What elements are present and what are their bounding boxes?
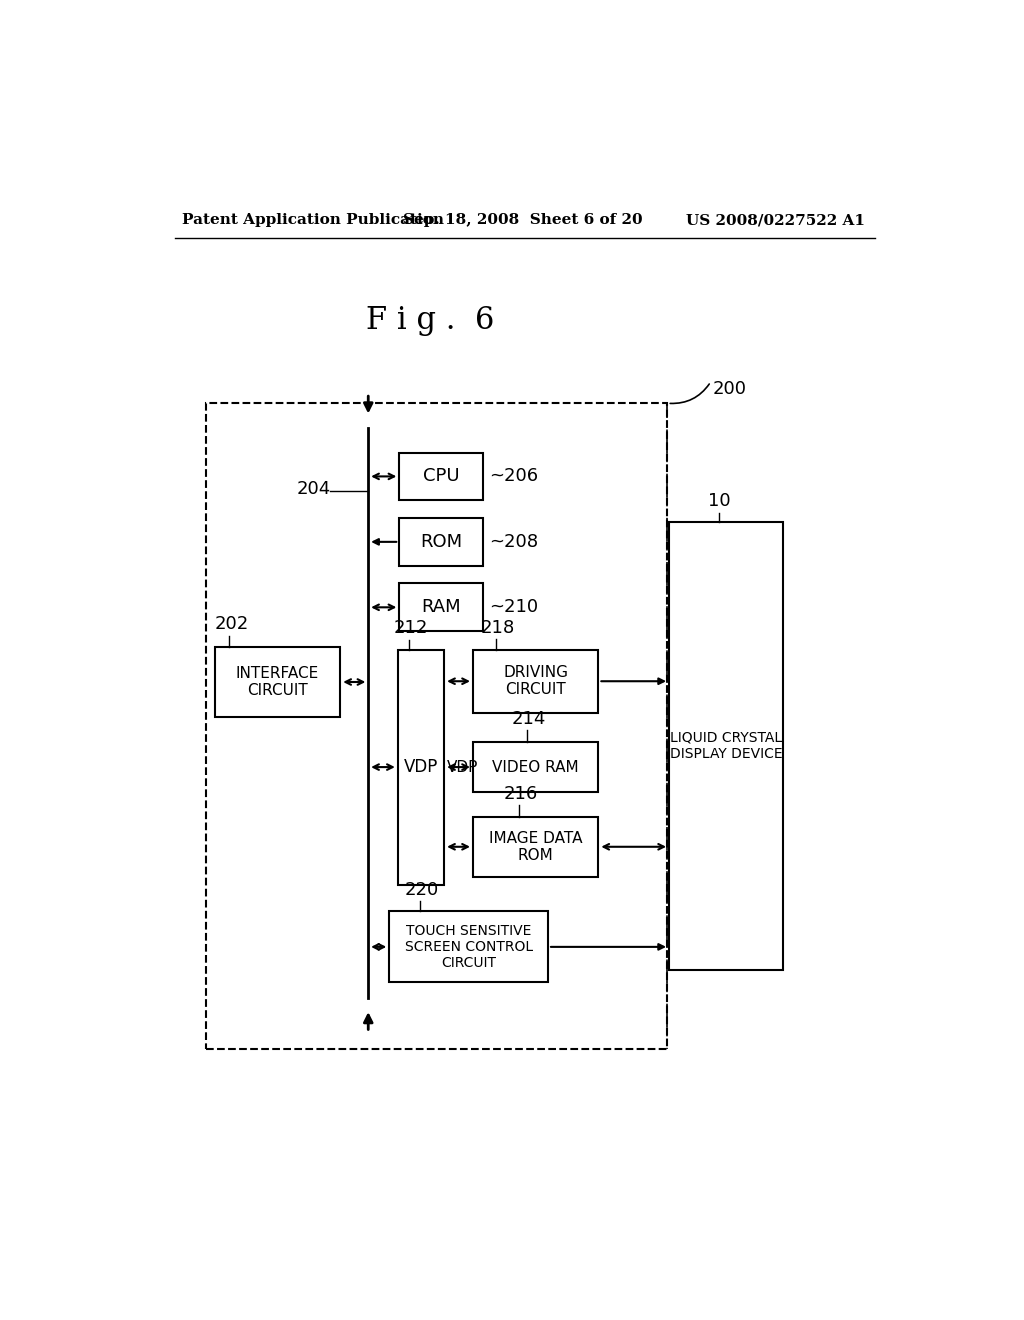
Text: DRIVING
CIRCUIT: DRIVING CIRCUIT <box>503 665 568 697</box>
Text: Sep. 18, 2008  Sheet 6 of 20: Sep. 18, 2008 Sheet 6 of 20 <box>403 213 643 227</box>
Text: 202: 202 <box>215 615 249 634</box>
Text: 212: 212 <box>394 619 428 638</box>
Text: RAM: RAM <box>421 598 461 616</box>
Text: CPU: CPU <box>423 467 460 486</box>
Text: 214: 214 <box>512 710 546 727</box>
Text: LIQUID CRYSTAL
DISPLAY DEVICE: LIQUID CRYSTAL DISPLAY DEVICE <box>670 731 782 762</box>
Text: VDP: VDP <box>446 759 478 775</box>
Text: ~210: ~210 <box>489 598 539 616</box>
Text: 204: 204 <box>297 480 331 499</box>
Text: ROM: ROM <box>420 533 462 550</box>
Bar <box>473 817 598 876</box>
Text: F i g .  6: F i g . 6 <box>366 305 495 335</box>
Bar <box>473 742 598 792</box>
Bar <box>389 912 548 982</box>
Text: US 2008/0227522 A1: US 2008/0227522 A1 <box>686 213 865 227</box>
Text: Patent Application Publication: Patent Application Publication <box>182 213 444 227</box>
Bar <box>397 649 444 884</box>
Text: IMAGE DATA
ROM: IMAGE DATA ROM <box>488 830 583 863</box>
Text: VDP: VDP <box>403 758 438 776</box>
Bar <box>399 517 483 566</box>
Bar <box>669 521 783 970</box>
Text: ~208: ~208 <box>489 533 539 550</box>
Text: INTERFACE
CIRCUIT: INTERFACE CIRCUIT <box>236 665 319 698</box>
Bar <box>215 647 340 717</box>
Text: 220: 220 <box>404 880 439 899</box>
Text: 10: 10 <box>708 492 730 510</box>
Text: VIDEO RAM: VIDEO RAM <box>493 759 579 775</box>
Text: 216: 216 <box>504 784 539 803</box>
Text: 200: 200 <box>713 380 748 399</box>
Bar <box>399 583 483 631</box>
Bar <box>399 453 483 500</box>
Text: ~206: ~206 <box>489 467 539 486</box>
Bar <box>206 404 668 1048</box>
Bar <box>473 649 598 713</box>
Text: TOUCH SENSITIVE
SCREEN CONTROL
CIRCUIT: TOUCH SENSITIVE SCREEN CONTROL CIRCUIT <box>404 924 532 970</box>
Text: 218: 218 <box>480 619 515 638</box>
